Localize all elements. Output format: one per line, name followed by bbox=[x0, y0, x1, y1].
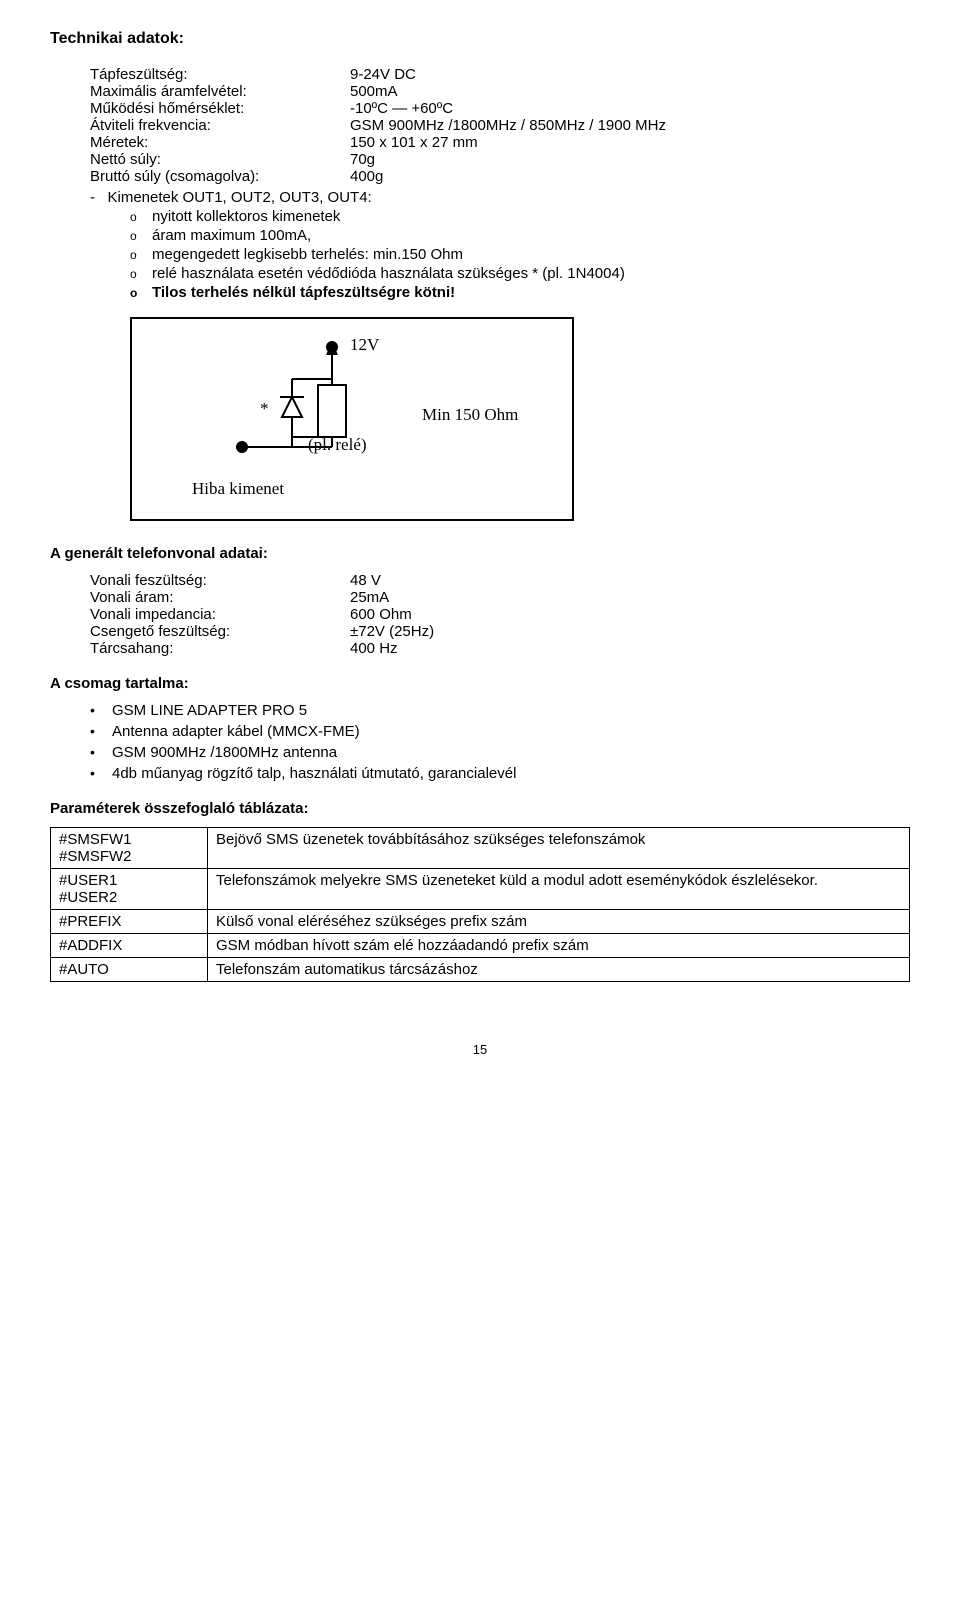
heading-package: A csomag tartalma: bbox=[50, 675, 910, 692]
label-hiba: Hiba kimenet bbox=[192, 479, 284, 499]
param-desc: Telefonszám automatikus tárcsázáshoz bbox=[208, 958, 910, 982]
label-rele: (pl. relé) bbox=[308, 435, 367, 455]
spec-value: GSM 900MHz /1800MHz / 850MHz / 1900 MHz bbox=[350, 117, 910, 134]
param-key: #PREFIX bbox=[51, 910, 208, 934]
label-star: * bbox=[260, 399, 269, 419]
spec-value: 70g bbox=[350, 151, 910, 168]
package-item: GSM LINE ADAPTER PRO 5 bbox=[90, 702, 910, 719]
phone-spec-label: Csengető feszültség: bbox=[90, 623, 350, 640]
spec-row: Tápfeszültség:9-24V DC bbox=[90, 66, 910, 83]
param-row: #ADDFIXGSM módban hívott szám elé hozzáa… bbox=[51, 934, 910, 958]
spec-label: Méretek: bbox=[90, 134, 350, 151]
param-desc: Bejövő SMS üzenetek továbbításához szüks… bbox=[208, 828, 910, 869]
param-key: #USER1 #USER2 bbox=[51, 869, 208, 910]
param-row: #SMSFW1 #SMSFW2Bejövő SMS üzenetek továb… bbox=[51, 828, 910, 869]
phone-spec-value: 25mA bbox=[350, 589, 910, 606]
spec-row: Maximális áramfelvétel:500mA bbox=[90, 83, 910, 100]
param-desc: Külső vonal eléréséhez szükséges prefix … bbox=[208, 910, 910, 934]
output-item: relé használata esetén védődióda használ… bbox=[130, 265, 910, 282]
output-item: áram maximum 100mA, bbox=[130, 227, 910, 244]
output-sublist: nyitott kollektoros kimenetek áram maximu… bbox=[130, 208, 910, 301]
label-min: Min 150 Ohm bbox=[422, 405, 518, 425]
param-desc: GSM módban hívott szám elé hozzáadandó p… bbox=[208, 934, 910, 958]
spec-label: Maximális áramfelvétel: bbox=[90, 83, 350, 100]
param-row: #AUTOTelefonszám automatikus tárcsázásho… bbox=[51, 958, 910, 982]
phone-spec-row: Vonali impedancia:600 Ohm bbox=[90, 606, 910, 623]
spec-label: Átviteli frekvencia: bbox=[90, 117, 350, 134]
phone-spec-label: Vonali feszültség: bbox=[90, 572, 350, 589]
param-row: #USER1 #USER2Telefonszámok melyekre SMS … bbox=[51, 869, 910, 910]
spec-label: Nettó súly: bbox=[90, 151, 350, 168]
phone-spec-row: Vonali áram:25mA bbox=[90, 589, 910, 606]
spec-table: Tápfeszültség:9-24V DCMaximális áramfelv… bbox=[90, 66, 910, 185]
outputs-line: - Kimenetek OUT1, OUT2, OUT3, OUT4: bbox=[90, 189, 910, 206]
package-list: GSM LINE ADAPTER PRO 5 Antenna adapter ká… bbox=[90, 702, 910, 782]
spec-value: -10ºC — +60ºC bbox=[350, 100, 910, 117]
param-desc: Telefonszámok melyekre SMS üzeneteket kü… bbox=[208, 869, 910, 910]
param-key: #ADDFIX bbox=[51, 934, 208, 958]
package-item: GSM 900MHz /1800MHz antenna bbox=[90, 744, 910, 761]
spec-row: Átviteli frekvencia:GSM 900MHz /1800MHz … bbox=[90, 117, 910, 134]
param-row: #PREFIXKülső vonal eléréséhez szükséges … bbox=[51, 910, 910, 934]
phone-spec-row: Vonali feszültség:48 V bbox=[90, 572, 910, 589]
phone-spec-value: 48 V bbox=[350, 572, 910, 589]
heading-params: Paraméterek összefoglaló táblázata: bbox=[50, 800, 910, 817]
package-item: Antenna adapter kábel (MMCX-FME) bbox=[90, 723, 910, 740]
phone-spec-label: Tárcsahang: bbox=[90, 640, 350, 657]
spec-label: Tápfeszültség: bbox=[90, 66, 350, 83]
output-item: megengedett legkisebb terhelés: min.150 … bbox=[130, 246, 910, 263]
package-item: 4db műanyag rögzítő talp, használati útm… bbox=[90, 765, 910, 782]
param-key: #SMSFW1 #SMSFW2 bbox=[51, 828, 208, 869]
phone-spec-value: 400 Hz bbox=[350, 640, 910, 657]
heading-phone: A generált telefonvonal adatai: bbox=[50, 545, 910, 562]
spec-row: Bruttó súly (csomagolva):400g bbox=[90, 168, 910, 185]
phone-spec-row: Tárcsahang:400 Hz bbox=[90, 640, 910, 657]
phone-spec-label: Vonali impedancia: bbox=[90, 606, 350, 623]
param-key: #AUTO bbox=[51, 958, 208, 982]
spec-value: 500mA bbox=[350, 83, 910, 100]
spec-label: Működési hőmérséklet: bbox=[90, 100, 350, 117]
output-item: Tilos terhelés nélkül tápfeszültségre kö… bbox=[130, 284, 910, 301]
phone-spec-table: Vonali feszültség:48 VVonali áram:25mAVo… bbox=[90, 572, 910, 657]
phone-spec-label: Vonali áram: bbox=[90, 589, 350, 606]
spec-row: Méretek:150 x 101 x 27 mm bbox=[90, 134, 910, 151]
spec-row: Nettó súly:70g bbox=[90, 151, 910, 168]
spec-row: Működési hőmérséklet:-10ºC — +60ºC bbox=[90, 100, 910, 117]
spec-value: 400g bbox=[350, 168, 910, 185]
heading-technical: Technikai adatok: bbox=[50, 30, 910, 48]
spec-value: 150 x 101 x 27 mm bbox=[350, 134, 910, 151]
spec-label: Bruttó súly (csomagolva): bbox=[90, 168, 350, 185]
param-table: #SMSFW1 #SMSFW2Bejövő SMS üzenetek továb… bbox=[50, 827, 910, 982]
output-item: nyitott kollektoros kimenetek bbox=[130, 208, 910, 225]
phone-spec-value: ±72V (25Hz) bbox=[350, 623, 910, 640]
spec-value: 9-24V DC bbox=[350, 66, 910, 83]
label-12v: 12V bbox=[350, 335, 379, 355]
phone-spec-value: 600 Ohm bbox=[350, 606, 910, 623]
circuit-diagram: 12V * (pl. relé) Min 150 Ohm Hiba kimene… bbox=[130, 317, 574, 521]
phone-spec-row: Csengető feszültség:±72V (25Hz) bbox=[90, 623, 910, 640]
page-number: 15 bbox=[50, 1042, 910, 1057]
